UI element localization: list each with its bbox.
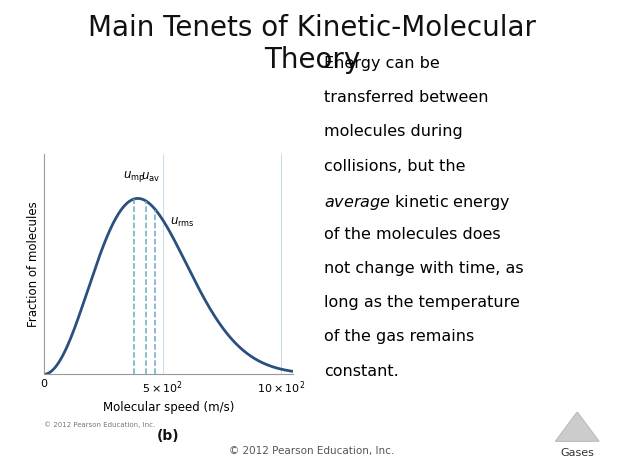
Text: $u_{\rm av}$: $u_{\rm av}$ (141, 171, 160, 184)
Text: (b): (b) (157, 429, 180, 443)
Text: Energy can be: Energy can be (324, 56, 440, 71)
Text: Main Tenets of Kinetic-Molecular
Theory: Main Tenets of Kinetic-Molecular Theory (88, 14, 536, 74)
Text: $\it{average}$ kinetic energy: $\it{average}$ kinetic energy (324, 193, 511, 212)
Text: of the gas remains: of the gas remains (324, 329, 475, 344)
Text: © 2012 Pearson Education, Inc.: © 2012 Pearson Education, Inc. (230, 446, 394, 456)
Text: not change with time, as: not change with time, as (324, 261, 524, 276)
Text: constant.: constant. (324, 364, 399, 379)
Text: © 2012 Pearson Education, Inc.: © 2012 Pearson Education, Inc. (44, 421, 155, 428)
Polygon shape (555, 412, 599, 441)
Text: molecules during: molecules during (324, 124, 463, 139)
Text: transferred between: transferred between (324, 90, 489, 105)
Text: of the molecules does: of the molecules does (324, 227, 501, 242)
Text: long as the temperature: long as the temperature (324, 295, 520, 310)
Y-axis label: Fraction of molecules: Fraction of molecules (26, 202, 39, 327)
Text: $u_{\rm rms}$: $u_{\rm rms}$ (170, 216, 195, 229)
Text: collisions, but the: collisions, but the (324, 159, 466, 174)
Text: Gases: Gases (560, 447, 594, 458)
Text: $u_{\rm mp}$: $u_{\rm mp}$ (123, 169, 145, 184)
X-axis label: Molecular speed (m/s): Molecular speed (m/s) (103, 402, 234, 415)
